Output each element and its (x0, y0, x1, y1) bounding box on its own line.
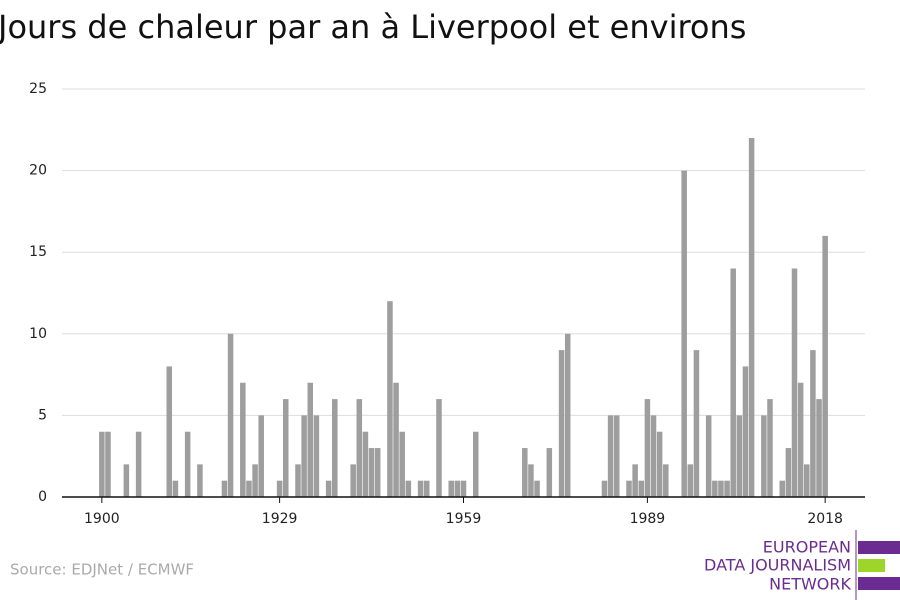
bar (607, 415, 614, 497)
bar (730, 268, 736, 497)
bar (350, 464, 356, 497)
bar (362, 431, 369, 497)
x-tick-label: 1989 (630, 511, 666, 527)
bar (166, 366, 173, 497)
logo-bar (858, 559, 885, 572)
bar (105, 431, 111, 497)
y-tick-label: 10 (29, 326, 47, 342)
y-tick-label: 0 (38, 489, 47, 505)
bar (650, 415, 657, 497)
logo: EUROPEAN DATA JOURNALISM NETWORK (704, 530, 900, 600)
bar (663, 464, 669, 497)
bar (393, 382, 399, 497)
bar (325, 480, 332, 497)
bar (804, 464, 810, 497)
bar (626, 480, 632, 497)
bar (761, 415, 767, 497)
bar (356, 399, 363, 497)
source: Source: EDJNet / ECMWF (10, 561, 194, 579)
bar (246, 480, 252, 497)
bar (522, 448, 528, 497)
bar (258, 415, 264, 497)
bar (601, 480, 608, 497)
bar (681, 170, 687, 497)
x-tick-label: 1929 (262, 511, 298, 527)
bar (810, 350, 816, 497)
logo-text: DATA JOURNALISM (704, 556, 851, 575)
bar (687, 464, 694, 497)
bar (135, 431, 142, 497)
bar (693, 350, 700, 497)
bar (184, 431, 191, 497)
y-tick-label: 20 (29, 163, 47, 179)
bar (638, 480, 645, 497)
bar (301, 415, 307, 497)
bar (546, 448, 553, 497)
y-tick-label: 5 (38, 407, 47, 423)
bar (473, 431, 479, 497)
bar (528, 464, 534, 497)
bar (172, 480, 179, 497)
x-tick-label: 1959 (446, 511, 482, 527)
bar (405, 480, 412, 497)
bar (197, 464, 203, 497)
bar (460, 480, 467, 497)
bar (644, 399, 651, 497)
bar (632, 464, 638, 497)
bar (779, 480, 786, 497)
bar (558, 350, 565, 497)
bar (368, 448, 375, 497)
logo-bar (858, 577, 900, 590)
bar (748, 137, 755, 497)
bar (227, 333, 234, 497)
bar (252, 464, 258, 497)
bar (705, 415, 712, 497)
bar (534, 480, 540, 497)
bar (436, 399, 442, 497)
bar (791, 268, 798, 497)
bar (564, 333, 571, 497)
bar (332, 399, 338, 497)
bar (313, 415, 320, 497)
bar (448, 480, 454, 497)
bar (613, 415, 620, 497)
logo-text: EUROPEAN (763, 538, 851, 557)
bar (399, 431, 405, 497)
bar (417, 480, 424, 497)
bar (99, 431, 105, 497)
bar (240, 382, 246, 497)
bar (816, 399, 822, 497)
bar (221, 480, 228, 497)
logo-text: NETWORK (769, 575, 851, 594)
bar (307, 382, 314, 497)
bar (276, 480, 283, 497)
bar (454, 480, 461, 497)
logo-bar (858, 541, 900, 554)
bar (374, 448, 381, 497)
bar (656, 431, 663, 497)
bar (282, 399, 289, 497)
x-tick-label: 2018 (807, 511, 843, 527)
bar (822, 235, 828, 497)
y-tick-label: 25 (29, 81, 47, 97)
y-tick-label: 15 (29, 244, 47, 260)
bar (724, 480, 730, 497)
bar (423, 480, 430, 497)
bar (785, 448, 792, 497)
bar (797, 382, 804, 497)
bar (742, 366, 749, 497)
chart-title: Jours de chaleur par an à Liverpool et e… (0, 8, 746, 46)
x-tick-label: 1900 (84, 511, 120, 527)
bar (387, 301, 393, 497)
bar (767, 399, 773, 497)
bar (736, 415, 743, 497)
bar (123, 464, 130, 497)
bar (295, 464, 301, 497)
bar (718, 480, 724, 497)
bar (712, 480, 718, 497)
